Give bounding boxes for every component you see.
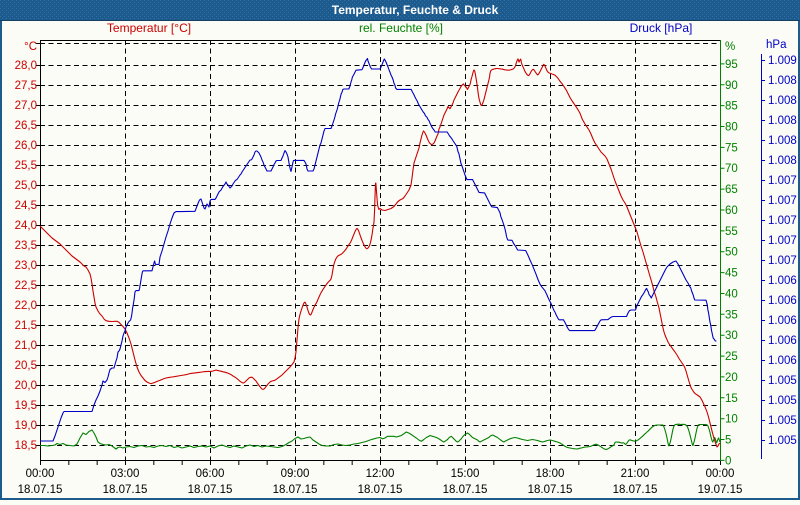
svg-text:18.07.15: 18.07.15 <box>613 484 658 496</box>
svg-text:1.006: 1.006 <box>768 275 797 287</box>
svg-text:22,0: 22,0 <box>15 300 37 312</box>
svg-text:18.07.15: 18.07.15 <box>358 484 403 496</box>
svg-text:Druck [hPa]: Druck [hPa] <box>630 21 693 35</box>
svg-text:1.009: 1.009 <box>768 55 797 67</box>
svg-text:30: 30 <box>725 330 738 342</box>
svg-text:18:00: 18:00 <box>536 468 565 480</box>
svg-text:18.07.15: 18.07.15 <box>273 484 318 496</box>
svg-text:1.007: 1.007 <box>768 175 797 187</box>
svg-text:85: 85 <box>725 101 738 113</box>
svg-text:1.005: 1.005 <box>768 395 797 407</box>
svg-text:23,0: 23,0 <box>15 260 37 272</box>
svg-text:60: 60 <box>725 205 738 217</box>
svg-text:1.006: 1.006 <box>768 355 797 367</box>
svg-text:0: 0 <box>725 455 731 467</box>
svg-text:1.008: 1.008 <box>768 75 797 87</box>
svg-text:21,0: 21,0 <box>15 340 37 352</box>
svg-text:1.006: 1.006 <box>768 335 797 347</box>
svg-text:25,0: 25,0 <box>15 180 37 192</box>
svg-text:hPa: hPa <box>766 39 787 51</box>
svg-text:21:00: 21:00 <box>621 468 650 480</box>
svg-text:1.006: 1.006 <box>768 315 797 327</box>
svg-text:40: 40 <box>725 289 738 301</box>
svg-text:1.007: 1.007 <box>768 215 797 227</box>
svg-text:%: % <box>725 41 735 53</box>
svg-text:35: 35 <box>725 309 738 321</box>
svg-text:1.008: 1.008 <box>768 135 797 147</box>
svg-text:75: 75 <box>725 142 738 154</box>
svg-text:21,5: 21,5 <box>15 320 37 332</box>
svg-text:1.005: 1.005 <box>768 435 797 447</box>
svg-text:28,0: 28,0 <box>15 60 37 72</box>
svg-text:70: 70 <box>725 163 738 175</box>
svg-text:Temperatur [°C]: Temperatur [°C] <box>107 21 191 35</box>
svg-text:26,5: 26,5 <box>15 120 37 132</box>
svg-text:45: 45 <box>725 268 738 280</box>
svg-text:19,0: 19,0 <box>15 420 37 432</box>
svg-text:18.07.15: 18.07.15 <box>18 484 63 496</box>
svg-text:25: 25 <box>725 351 738 363</box>
svg-text:Temperatur, Feuchte & Druck: Temperatur, Feuchte & Druck <box>332 3 499 17</box>
svg-text:50: 50 <box>725 247 738 259</box>
svg-text:15: 15 <box>725 393 738 405</box>
svg-text:1.005: 1.005 <box>768 415 797 427</box>
svg-text:1.008: 1.008 <box>768 95 797 107</box>
svg-text:18.07.15: 18.07.15 <box>528 484 573 496</box>
svg-text:15:00: 15:00 <box>451 468 480 480</box>
svg-text:10: 10 <box>725 414 738 426</box>
svg-text:18.07.15: 18.07.15 <box>188 484 233 496</box>
svg-text:rel. Feuchte [%]: rel. Feuchte [%] <box>359 21 443 35</box>
svg-text:95: 95 <box>725 59 738 71</box>
svg-text:1.006: 1.006 <box>768 295 797 307</box>
svg-text:26,0: 26,0 <box>15 140 37 152</box>
svg-text:00:00: 00:00 <box>26 468 55 480</box>
svg-text:25,5: 25,5 <box>15 160 37 172</box>
svg-text:90: 90 <box>725 80 738 92</box>
svg-text:18.07.15: 18.07.15 <box>443 484 488 496</box>
svg-text:1.007: 1.007 <box>768 235 797 247</box>
svg-text:19,5: 19,5 <box>15 400 37 412</box>
svg-text:06:00: 06:00 <box>196 468 225 480</box>
svg-text:03:00: 03:00 <box>111 468 140 480</box>
svg-text:20,5: 20,5 <box>15 360 37 372</box>
svg-text:00:00: 00:00 <box>706 468 735 480</box>
svg-text:24,5: 24,5 <box>15 200 37 212</box>
svg-text:18.07.15: 18.07.15 <box>103 484 148 496</box>
svg-text:27,5: 27,5 <box>15 80 37 92</box>
svg-text:65: 65 <box>725 184 738 196</box>
svg-text:19.07.15: 19.07.15 <box>698 484 743 496</box>
svg-text:5: 5 <box>725 435 731 447</box>
svg-text:55: 55 <box>725 226 738 238</box>
svg-text:22,5: 22,5 <box>15 280 37 292</box>
svg-text:1.008: 1.008 <box>768 155 797 167</box>
svg-text:1.007: 1.007 <box>768 195 797 207</box>
svg-text:1.007: 1.007 <box>768 255 797 267</box>
svg-text:24,0: 24,0 <box>15 220 37 232</box>
svg-text:12:00: 12:00 <box>366 468 395 480</box>
svg-text:°C: °C <box>24 41 37 53</box>
svg-text:20,0: 20,0 <box>15 380 37 392</box>
svg-text:18,5: 18,5 <box>15 440 37 452</box>
svg-text:23,5: 23,5 <box>15 240 37 252</box>
svg-text:27,0: 27,0 <box>15 100 37 112</box>
svg-text:80: 80 <box>725 122 738 134</box>
svg-text:1.008: 1.008 <box>768 115 797 127</box>
svg-text:1.005: 1.005 <box>768 375 797 387</box>
svg-text:09:00: 09:00 <box>281 468 310 480</box>
svg-text:20: 20 <box>725 372 738 384</box>
